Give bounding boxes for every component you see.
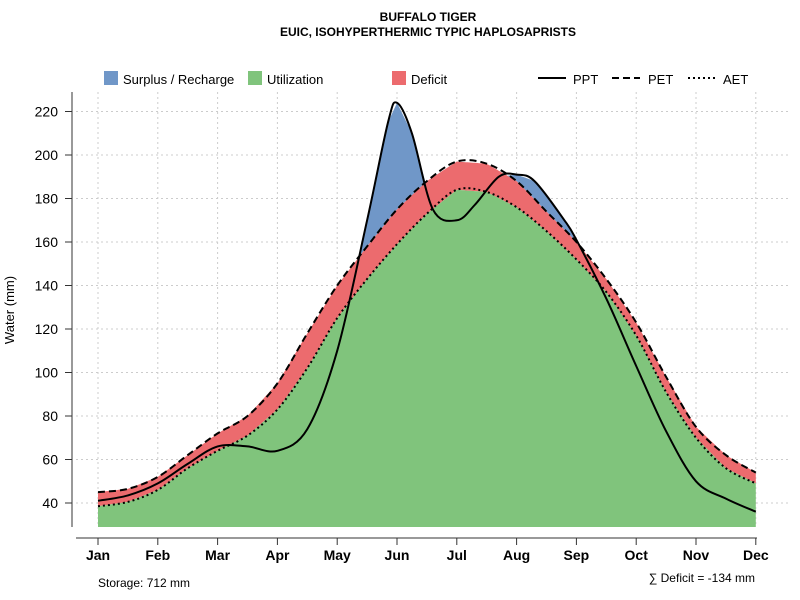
- y-tick-label-60: 60: [42, 452, 58, 468]
- x-tick-label-jul: Jul: [447, 547, 467, 563]
- legend-label-utilization: Utilization: [267, 72, 323, 87]
- x-tick-label-apr: Apr: [265, 547, 290, 563]
- legend-label-pet: PET: [648, 72, 673, 87]
- deficit-area: [98, 161, 756, 507]
- legend-swatch-surplus: [104, 71, 118, 85]
- y-tick-label-120: 120: [35, 321, 59, 337]
- legend-label-surplus: Surplus / Recharge: [123, 72, 234, 87]
- water-areas: [98, 102, 756, 528]
- x-tick-label-dec: Dec: [743, 547, 769, 563]
- x-tick-label-may: May: [324, 547, 351, 563]
- series-line-aet: [97, 187, 757, 508]
- utilization-area: [98, 189, 756, 528]
- y-tick-label-200: 200: [35, 147, 59, 163]
- x-ticks: Jan Feb Mar Apr May Jun Jul Aug Sep Oct Nov Dec: [86, 538, 769, 563]
- y-tick-label-40: 40: [42, 495, 58, 511]
- chart-subtitle: EUIC, ISOHYPERTHERMIC TYPIC HAPLOSAPRIST…: [280, 25, 576, 39]
- y-tick-label-160: 160: [35, 234, 59, 250]
- legend-label-ppt: PPT: [573, 72, 598, 87]
- y-ticks: 40 60 80 100 120 140 160 180 200 220: [35, 104, 72, 511]
- y-tick-label-80: 80: [42, 408, 58, 424]
- y-tick-label-140: 140: [35, 278, 59, 294]
- series-line-ppt: [97, 101, 757, 513]
- x-tick-label-aug: Aug: [503, 547, 530, 563]
- y-axis-label: Water (mm): [2, 276, 17, 344]
- x-tick-label-oct: Oct: [625, 547, 649, 563]
- series-lines: [97, 101, 757, 513]
- legend-label-deficit: Deficit: [411, 72, 448, 87]
- legend-label-aet: AET: [723, 72, 748, 87]
- x-tick-label-jan: Jan: [86, 547, 110, 563]
- chart-title: BUFFALO TIGER: [380, 10, 477, 24]
- y-tick-label-220: 220: [35, 104, 59, 120]
- x-tick-label-mar: Mar: [205, 547, 230, 563]
- x-tick-label-jun: Jun: [385, 547, 410, 563]
- series-line-pet: [97, 159, 757, 494]
- legend-swatch-utilization: [248, 71, 262, 85]
- y-tick-label-100: 100: [35, 365, 59, 381]
- legend-swatch-deficit: [392, 71, 406, 85]
- x-tick-label-nov: Nov: [683, 547, 710, 563]
- deficit-annotation: ∑ Deficit = -134 mm: [649, 571, 755, 585]
- x-tick-label-sep: Sep: [564, 547, 590, 563]
- x-tick-label-feb: Feb: [145, 547, 170, 563]
- legend: Surplus / Recharge Utilization Deficit P…: [104, 71, 748, 87]
- storage-annotation: Storage: 712 mm: [98, 576, 190, 590]
- y-tick-label-180: 180: [35, 191, 59, 207]
